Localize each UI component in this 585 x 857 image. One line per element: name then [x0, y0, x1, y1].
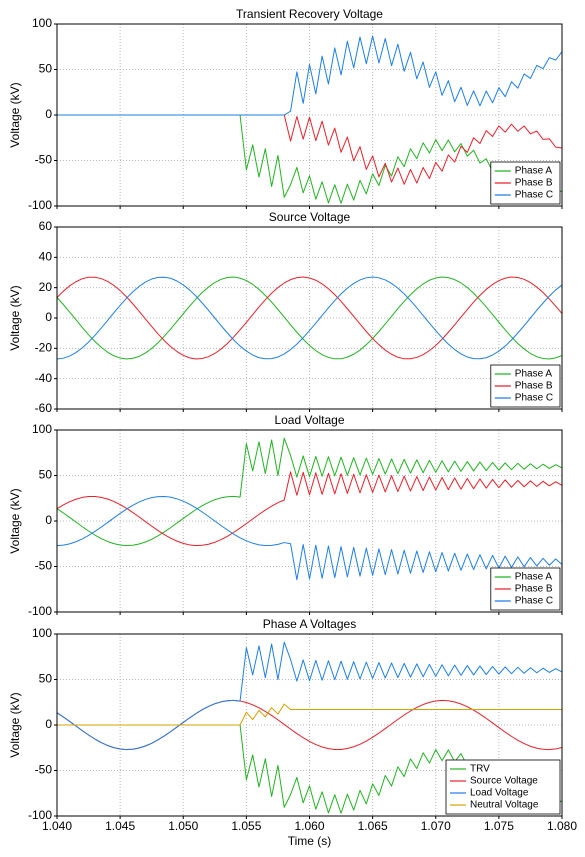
legend-label: Phase C	[515, 393, 553, 404]
y-tick-label: -100	[28, 604, 52, 618]
legend-label: Phase A	[515, 166, 553, 177]
legend-label: Phase C	[515, 596, 553, 607]
chart-title: Source Voltage	[269, 210, 351, 224]
subplot: Transient Recovery Voltage Voltage (kV) -1…	[8, 7, 563, 212]
y-tick-label: 0	[45, 717, 52, 731]
y-tick-label: -100	[28, 198, 52, 212]
y-tick-label: 0	[45, 513, 52, 527]
y-tick-label: -50	[35, 763, 53, 777]
subplot: Phase A Voltages Voltage (kV) -100 -50 0 50 10…	[8, 617, 577, 848]
legend-label: Load Voltage	[470, 788, 529, 799]
x-tick-label: 1.050	[168, 819, 198, 833]
y-tick-label: 100	[32, 626, 52, 640]
legend-label: Neutral Voltage	[470, 800, 539, 811]
series-line	[56, 496, 563, 581]
y-tick-label: 50	[39, 468, 53, 482]
y-tick-label: -50	[35, 153, 53, 167]
x-tick-label: 1.075	[484, 819, 514, 833]
y-tick-label: 50	[39, 62, 53, 76]
plot-frame	[56, 633, 563, 817]
y-tick-label: 100	[32, 16, 52, 30]
legend-label: Phase B	[515, 381, 553, 392]
y-tick-label: 0	[45, 310, 52, 324]
x-tick-label: 1.055	[231, 819, 261, 833]
y-tick-label: 0	[45, 107, 52, 121]
y-tick-label: -100	[28, 808, 52, 822]
plot-frame	[56, 23, 563, 207]
series-line	[57, 35, 563, 116]
series-line	[56, 437, 563, 547]
y-axis-label: Voltage (kV)	[8, 82, 22, 147]
series-line	[56, 641, 563, 751]
legend-label: Phase A	[515, 572, 553, 583]
y-axis-label: Voltage (kV)	[8, 488, 22, 553]
y-axis-label: Voltage (kV)	[8, 285, 22, 350]
legend-label: Phase B	[515, 178, 553, 189]
y-tick-label: 20	[39, 280, 53, 294]
legend-label: Phase A	[515, 369, 553, 380]
x-tick-label: 1.080	[547, 819, 577, 833]
chart-title: Transient Recovery Voltage	[236, 7, 383, 21]
legend-label: TRV	[470, 764, 490, 775]
legend-label: Phase C	[515, 190, 553, 201]
x-tick-label: 1.070	[421, 819, 451, 833]
y-tick-label: 100	[32, 422, 52, 436]
plot-frame	[56, 226, 563, 410]
subplot: Source Voltage Voltage (kV) -60 -40 -20 0 20 40…	[8, 210, 563, 415]
y-tick-label: 40	[39, 250, 53, 264]
y-tick-label: -60	[35, 401, 53, 415]
series-line	[56, 276, 563, 360]
x-axis-label: Time (s)	[288, 834, 332, 848]
x-tick-label: 1.045	[105, 819, 135, 833]
legend-label: Phase B	[515, 584, 553, 595]
series-line	[57, 703, 562, 726]
y-tick-label: 50	[39, 672, 53, 686]
series-line	[56, 276, 563, 360]
subplot: Load Voltage Voltage (kV) -100 -50 0 50 100 Pha…	[8, 413, 563, 618]
y-tick-label: -50	[35, 559, 53, 573]
y-tick-label: -20	[35, 341, 53, 355]
x-tick-label: 1.065	[358, 819, 388, 833]
x-tick-label: 1.060	[294, 819, 324, 833]
y-tick-label: -40	[35, 371, 53, 385]
chart-title: Phase A Voltages	[263, 617, 356, 631]
y-axis-label: Voltage (kV)	[8, 692, 22, 757]
plot-frame	[56, 429, 563, 613]
chart-title: Load Voltage	[274, 413, 344, 427]
series-line	[56, 471, 563, 547]
y-tick-label: 60	[39, 219, 53, 233]
x-tick-label: 1.040	[42, 819, 72, 833]
legend-label: Source Voltage	[470, 776, 538, 787]
